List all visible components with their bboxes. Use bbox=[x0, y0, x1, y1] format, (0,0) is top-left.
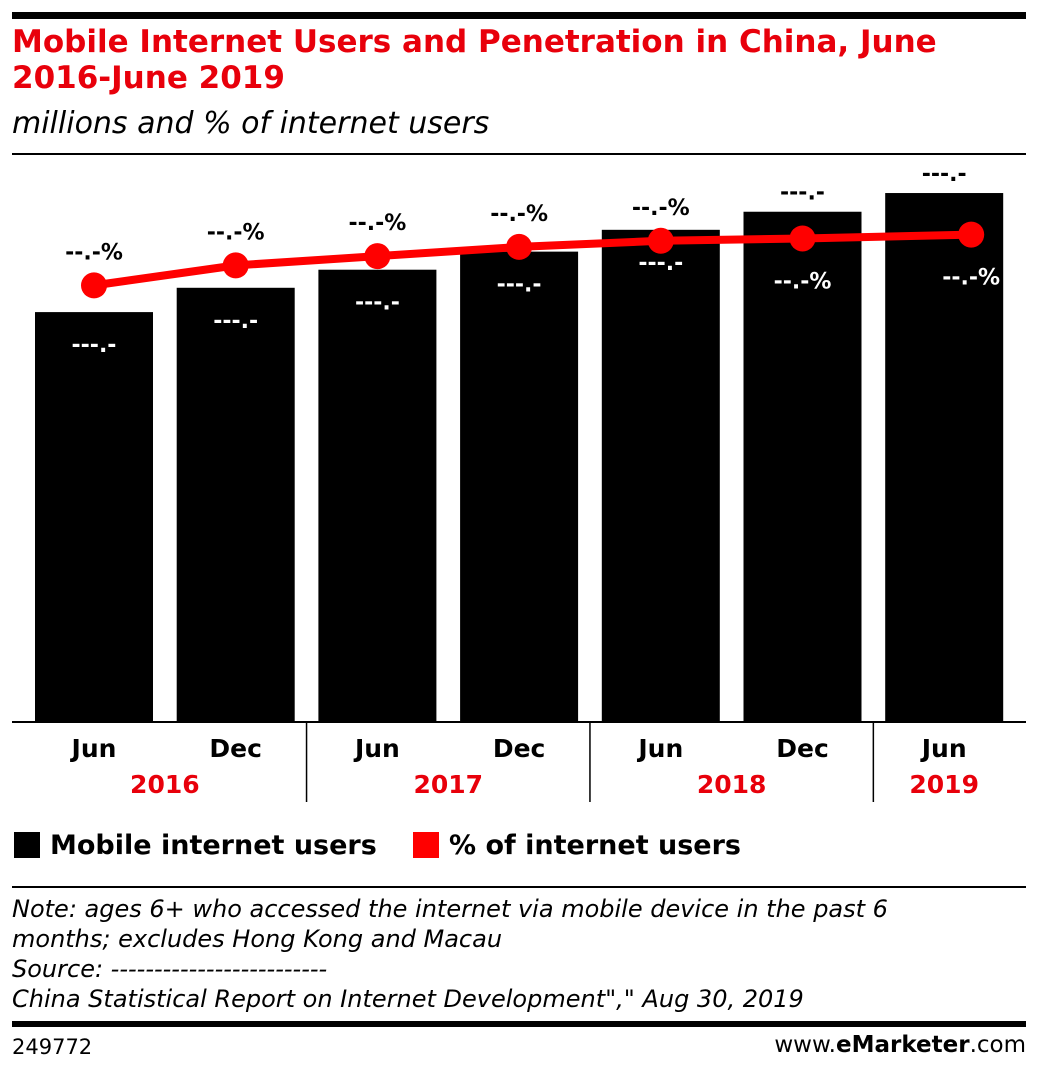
legend-label-penetration: % of internet users bbox=[449, 829, 741, 861]
legend-label-mobile-users: Mobile internet users bbox=[50, 829, 377, 861]
bar bbox=[35, 312, 153, 721]
chart-id: 249772 bbox=[12, 1035, 93, 1059]
legend-swatch-black bbox=[14, 832, 40, 858]
x-tick-month: Jun bbox=[70, 734, 117, 763]
bottom-rule bbox=[12, 1021, 1026, 1027]
penetration-point bbox=[789, 225, 816, 252]
brand-suffix: .com bbox=[969, 1032, 1026, 1058]
chart-note: Note: ages 6+ who accessed the internet … bbox=[12, 894, 1022, 1014]
x-tick-month: Dec bbox=[776, 734, 829, 763]
penetration-point bbox=[647, 227, 674, 254]
line-value-label: --.-% bbox=[349, 211, 407, 236]
note-rule bbox=[12, 886, 1026, 888]
note-line: months; excludes Hong Kong and Macau bbox=[12, 925, 503, 953]
bar bbox=[176, 287, 295, 721]
line-value-label: --.-% bbox=[632, 196, 690, 221]
line-value-label: --.-% bbox=[65, 240, 123, 265]
title-rule bbox=[12, 153, 1026, 155]
penetration-point bbox=[81, 272, 107, 299]
legend-item-mobile-users: Mobile internet users bbox=[14, 826, 377, 864]
line-value-label: --.-% bbox=[490, 202, 548, 227]
bar bbox=[743, 211, 862, 721]
chart-area: ---.- --.-% ---.- --.-% ---.- --.-% ---.- --.-%… bbox=[12, 162, 1026, 802]
note-line: Note: ages 6+ who accessed the internet … bbox=[12, 895, 888, 923]
bar bbox=[318, 269, 437, 721]
x-tick-year: 2017 bbox=[413, 770, 483, 799]
brand-prefix: www. bbox=[774, 1032, 836, 1058]
x-tick-month: Dec bbox=[493, 734, 546, 763]
penetration-point bbox=[506, 233, 533, 260]
x-tick-month: Jun bbox=[353, 734, 400, 763]
penetration-point bbox=[222, 252, 249, 279]
line-value-label: --.-% bbox=[942, 266, 1000, 291]
top-rule bbox=[12, 12, 1026, 19]
chart-title: Mobile Internet Users and Penetration in… bbox=[12, 24, 937, 96]
penetration-point bbox=[958, 221, 985, 248]
penetration-point bbox=[364, 243, 391, 270]
bar bbox=[601, 229, 720, 721]
x-tick-year: 2018 bbox=[697, 770, 767, 799]
bar bbox=[885, 193, 1004, 721]
bar-value-label: ---.- bbox=[638, 251, 683, 276]
source-line: Source: ------------------------- bbox=[12, 955, 328, 983]
x-tick-month: Jun bbox=[636, 734, 683, 763]
source-line: China Statistical Report on Internet Dev… bbox=[12, 985, 804, 1013]
bar-value-label: ---.- bbox=[497, 273, 542, 298]
x-tick-year: 2016 bbox=[130, 770, 200, 799]
bar-value-label: ---.- bbox=[213, 309, 258, 334]
bar bbox=[460, 251, 579, 721]
bar-value-label: ---.- bbox=[355, 291, 400, 316]
bar-value-label: ---.- bbox=[922, 162, 967, 187]
line-value-label: --.-% bbox=[207, 220, 265, 245]
x-tick-month: Jun bbox=[920, 734, 967, 763]
chart-subtitle: millions and % of internet users bbox=[12, 106, 490, 141]
bar-value-label: ---.- bbox=[780, 181, 825, 206]
brand-link[interactable]: www.eMarketer.com bbox=[774, 1032, 1026, 1058]
x-tick-year: 2019 bbox=[909, 770, 979, 799]
x-tick-month: Dec bbox=[209, 734, 262, 763]
brand-name: eMarketer bbox=[835, 1032, 970, 1058]
bar-value-label: ---.- bbox=[72, 333, 117, 358]
legend-swatch-red bbox=[413, 832, 439, 858]
legend-item-penetration: % of internet users bbox=[413, 826, 741, 864]
line-value-label: --.-% bbox=[774, 269, 832, 294]
